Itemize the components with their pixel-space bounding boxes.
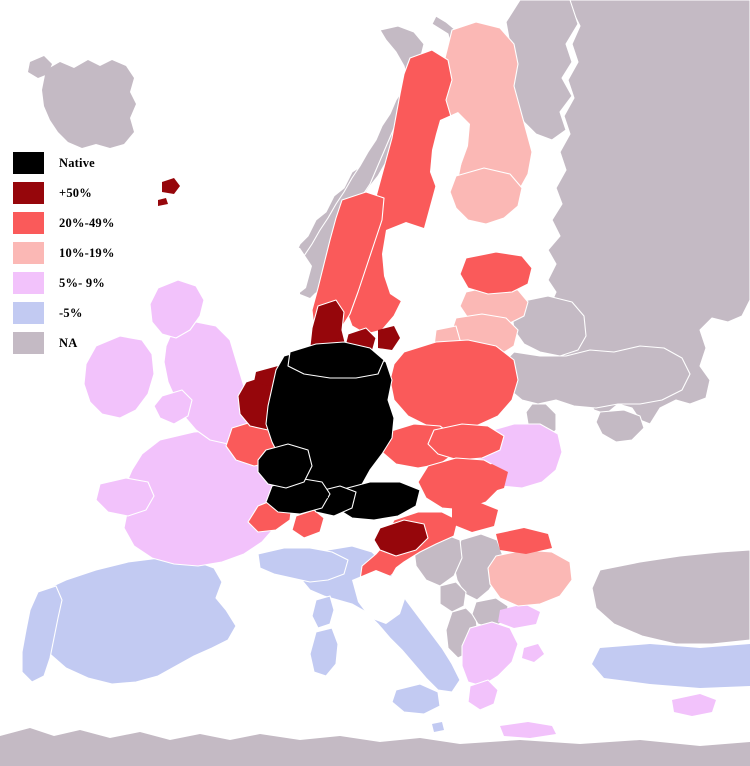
region-cyprus[interactable]: [672, 694, 716, 716]
legend-label-10-19: 10%-19%: [59, 245, 115, 260]
legend-row-20-49[interactable]: 20%-49%: [13, 208, 115, 238]
region-greece-islands[interactable]: [522, 644, 544, 662]
region-italy-north[interactable]: [257, 547, 349, 583]
region-iceland-fjords[interactable]: [28, 56, 52, 78]
legend-label-native: Native: [59, 155, 95, 170]
region-ireland[interactable]: [83, 335, 155, 419]
region-north-africa[interactable]: [0, 728, 750, 766]
legend-swatch-na: [13, 332, 44, 354]
legend-label-20-49: 20%-49%: [59, 215, 115, 230]
legend-label-minus5: -5%: [59, 305, 83, 320]
region-germany-north[interactable]: [287, 341, 385, 379]
legend-swatch-plus50: [13, 182, 44, 204]
region-crimea[interactable]: [595, 409, 645, 443]
sea-inlets: [224, 112, 470, 624]
region-greece-peloponnese[interactable]: [467, 679, 499, 711]
region-denmark-zealand[interactable]: [378, 326, 400, 350]
region-bulgaria-north-red[interactable]: [496, 528, 552, 554]
sea-adriatic[interactable]: [352, 570, 406, 624]
legend-row-minus5[interactable]: -5%: [13, 298, 115, 328]
legend-swatch-20-49: [13, 212, 44, 234]
region-faroe-islands[interactable]: [162, 178, 180, 194]
legend-swatch-5-9: [13, 272, 44, 294]
legend-label-plus50: +50%: [59, 185, 92, 200]
legend-row-5-9[interactable]: 5%- 9%: [13, 268, 115, 298]
region-germany-southwest[interactable]: [257, 443, 313, 489]
region-slovakia[interactable]: [427, 423, 505, 461]
pct20-49-regions: [225, 49, 552, 586]
region-portugal[interactable]: [21, 585, 63, 683]
region-uk-wales[interactable]: [153, 389, 193, 425]
map-legend: Native +50% 20%-49% 10%-19% 5%- 9% -5% N…: [13, 148, 115, 358]
legend-row-native[interactable]: Native: [13, 148, 115, 178]
region-sardinia[interactable]: [309, 627, 339, 677]
region-greece[interactable]: [461, 621, 519, 687]
region-poland[interactable]: [389, 339, 519, 431]
plus50-regions: [158, 178, 429, 557]
region-uk-scotland[interactable]: [149, 279, 205, 339]
region-finland-south[interactable]: [449, 167, 523, 225]
region-france-brittany[interactable]: [95, 477, 155, 517]
region-iceland[interactable]: [42, 60, 136, 148]
region-greece-crete[interactable]: [500, 722, 556, 738]
legend-row-plus50[interactable]: +50%: [13, 178, 115, 208]
region-ukraine[interactable]: [503, 345, 691, 409]
region-sicily[interactable]: [391, 683, 441, 715]
region-dark-red-islet[interactable]: [158, 198, 168, 206]
legend-swatch-minus5: [13, 302, 44, 324]
region-turkey[interactable]: [591, 549, 750, 645]
legend-label-5-9: 5%- 9%: [59, 275, 105, 290]
region-malta[interactable]: [432, 722, 444, 732]
legend-row-10-19[interactable]: 10%-19%: [13, 238, 115, 268]
legend-swatch-native: [13, 152, 44, 174]
sea-baltic[interactable]: [382, 222, 440, 302]
sea-north[interactable]: [224, 240, 312, 308]
region-liechtenstein[interactable]: [318, 490, 328, 500]
region-bulgaria-south-violet[interactable]: [498, 604, 540, 628]
region-austria[interactable]: [335, 481, 421, 521]
region-serbia-north-red[interactable]: [452, 502, 498, 532]
region-slovenia[interactable]: [373, 519, 429, 557]
region-black-sea-south-coast[interactable]: [592, 644, 750, 688]
native-regions: [257, 341, 421, 521]
legend-swatch-10-19: [13, 242, 44, 264]
region-romania-west-red[interactable]: [468, 464, 508, 494]
region-estonia[interactable]: [459, 251, 533, 295]
sea-bothnia[interactable]: [430, 112, 470, 188]
region-montenegro[interactable]: [439, 581, 467, 613]
legend-row-na[interactable]: NA: [13, 328, 115, 358]
legend-label-na: NA: [59, 335, 78, 350]
region-bulgaria[interactable]: [487, 549, 573, 607]
region-corsica[interactable]: [311, 595, 335, 629]
